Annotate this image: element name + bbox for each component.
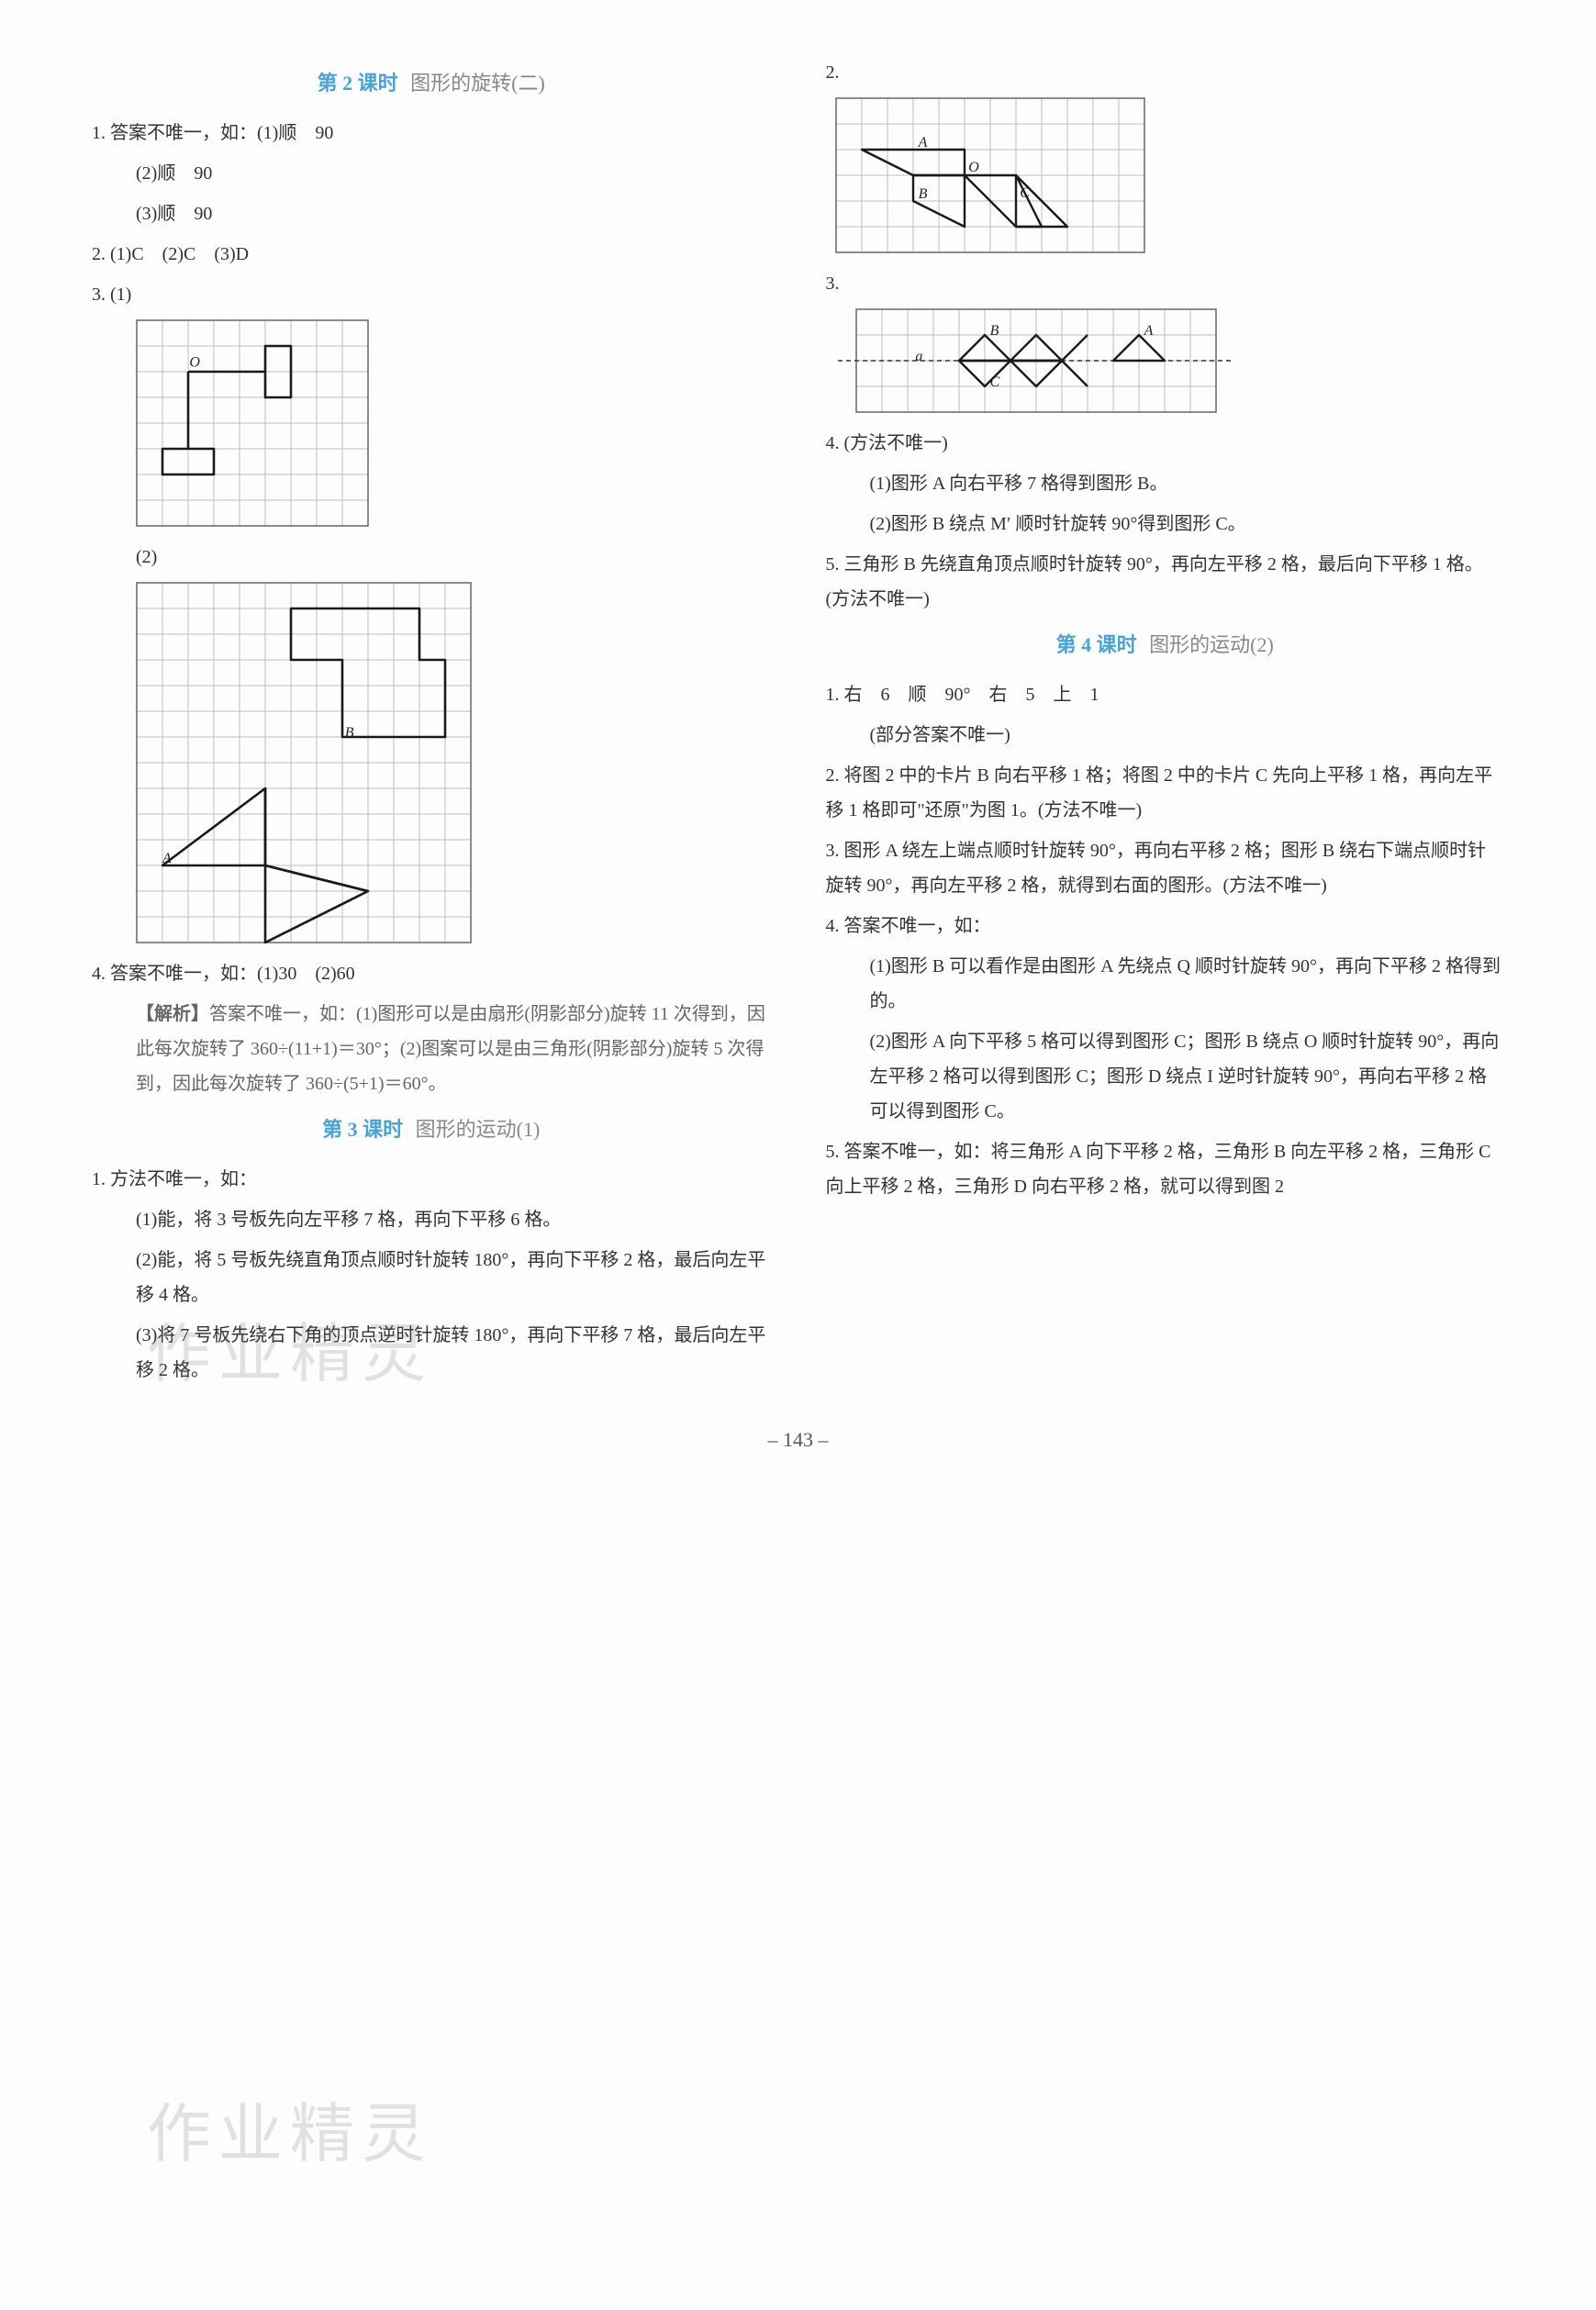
lesson-4-prefix: 第 4 课时 — [1056, 633, 1137, 656]
lesson-3-title: 第 3 课时 图形的运动(1) — [92, 1110, 771, 1149]
lesson-4-title: 第 4 课时 图形的运动(2) — [826, 626, 1505, 664]
analysis-text: 答案不唯一，如：(1)图形可以是由扇形(阴影部分)旋转 11 次得到，因此每次旋… — [136, 1004, 765, 1094]
svg-text:B: B — [989, 323, 999, 339]
svg-text:C: C — [989, 374, 999, 390]
l3-q1-head: 1. 方法不唯一，如： — [92, 1162, 771, 1197]
watermark: 作业精灵 — [147, 2074, 433, 2196]
l4-q1-note: (部分答案不唯一) — [826, 718, 1505, 753]
svg-text:C: C — [1020, 185, 1030, 201]
right-column: 2. O A B C 3. A B Ca 4. (方法不唯一) (1)图形 A 向右平移 … — [826, 55, 1505, 1393]
l2-q2: 2. (1)C (2)C (3)D — [92, 237, 771, 272]
l4-q5: 5. 答案不唯一，如：将三角形 A 向下平移 2 格，三角形 B 向左平移 2 … — [826, 1134, 1505, 1204]
r-q3-label: 3. — [826, 266, 1505, 301]
figure-r3: A B Ca — [835, 308, 1505, 413]
analysis-label: 【解析】 — [136, 1004, 209, 1024]
l2-q1-line2: (2)顺 90 — [92, 156, 771, 191]
l2-q4-line1: 4. 答案不唯一，如：(1)30 (2)60 — [92, 956, 771, 991]
svg-text:O: O — [968, 160, 979, 175]
lesson-2-prefix: 第 2 课时 — [318, 72, 398, 95]
l4-q4-1: (1)图形 B 可以看作是由图形 A 先绕点 Q 顺时针旋转 90°，再向下平移… — [826, 949, 1505, 1019]
lesson-3-sub: 图形的运动(1) — [416, 1118, 541, 1141]
svg-text:A: A — [162, 851, 172, 866]
svg-text:B: B — [918, 186, 927, 202]
l2-q1-line3: (3)顺 90 — [92, 196, 771, 231]
figure-3-2: AB — [136, 582, 771, 943]
grid-figure-3-2: AB — [136, 582, 472, 943]
svg-text:A: A — [917, 135, 927, 151]
lesson-2-sub: 图形的旋转(二) — [410, 72, 545, 95]
lesson-4-sub: 图形的运动(2) — [1149, 633, 1274, 656]
l2-q3-2-label: (2) — [92, 540, 771, 575]
page-number: – 143 – — [92, 1421, 1504, 1459]
r-q4-2: (2)图形 B 绕点 M′ 顺时针旋转 90°得到图形 C。 — [826, 507, 1505, 541]
grid-figure-r2: O A B C — [835, 97, 1145, 253]
svg-text:a: a — [915, 349, 922, 364]
l2-q4-analysis: 【解析】答案不唯一，如：(1)图形可以是由扇形(阴影部分)旋转 11 次得到，因… — [92, 997, 771, 1101]
left-column: 第 2 课时 图形的旋转(二) 1. 答案不唯一，如：(1)顺 90 (2)顺 … — [92, 55, 771, 1393]
grid-figure-r3: A B Ca — [835, 308, 1235, 413]
r-q2-label: 2. — [826, 55, 1505, 90]
grid-figure-3-1: O — [136, 319, 369, 527]
lesson-2-title: 第 2 课时 图形的旋转(二) — [92, 64, 771, 103]
svg-text:O: O — [189, 354, 200, 370]
l4-q4-head: 4. 答案不唯一，如： — [826, 909, 1505, 943]
lesson-3-prefix: 第 3 课时 — [322, 1118, 403, 1141]
r-q4-1: (1)图形 A 向右平移 7 格得到图形 B。 — [826, 466, 1505, 501]
l3-q1-2: (2)能，将 5 号板先绕直角顶点顺时针旋转 180°，再向下平移 2 格，最后… — [92, 1243, 771, 1312]
svg-text:B: B — [345, 725, 354, 741]
r-q5: 5. 三角形 B 先绕直角顶点顺时针旋转 90°，再向左平移 2 格，最后向下平… — [826, 547, 1505, 617]
l3-q1-1: (1)能，将 3 号板先向左平移 7 格，再向下平移 6 格。 — [92, 1202, 771, 1237]
l4-q1: 1. 右 6 顺 90° 右 5 上 1 — [826, 677, 1505, 712]
l2-q3-label: 3. (1) — [92, 277, 771, 312]
l3-q1-3: (3)将 7 号板先绕右下角的顶点逆时针旋转 180°，再向下平移 7 格，最后… — [92, 1318, 771, 1388]
svg-text:A: A — [1143, 323, 1153, 339]
l4-q4-2: (2)图形 A 向下平移 5 格可以得到图形 C；图形 B 绕点 O 顺时针旋转… — [826, 1024, 1505, 1129]
r-q4-head: 4. (方法不唯一) — [826, 426, 1505, 461]
l4-q3: 3. 图形 A 绕左上端点顺时针旋转 90°，再向右平移 2 格；图形 B 绕右… — [826, 833, 1505, 903]
l2-q1-line1: 1. 答案不唯一，如：(1)顺 90 — [92, 116, 771, 151]
figure-3-1: O — [136, 319, 771, 527]
l4-q2: 2. 将图 2 中的卡片 B 向右平移 1 格；将图 2 中的卡片 C 先向上平… — [826, 758, 1505, 828]
figure-r2: O A B C — [835, 97, 1505, 253]
